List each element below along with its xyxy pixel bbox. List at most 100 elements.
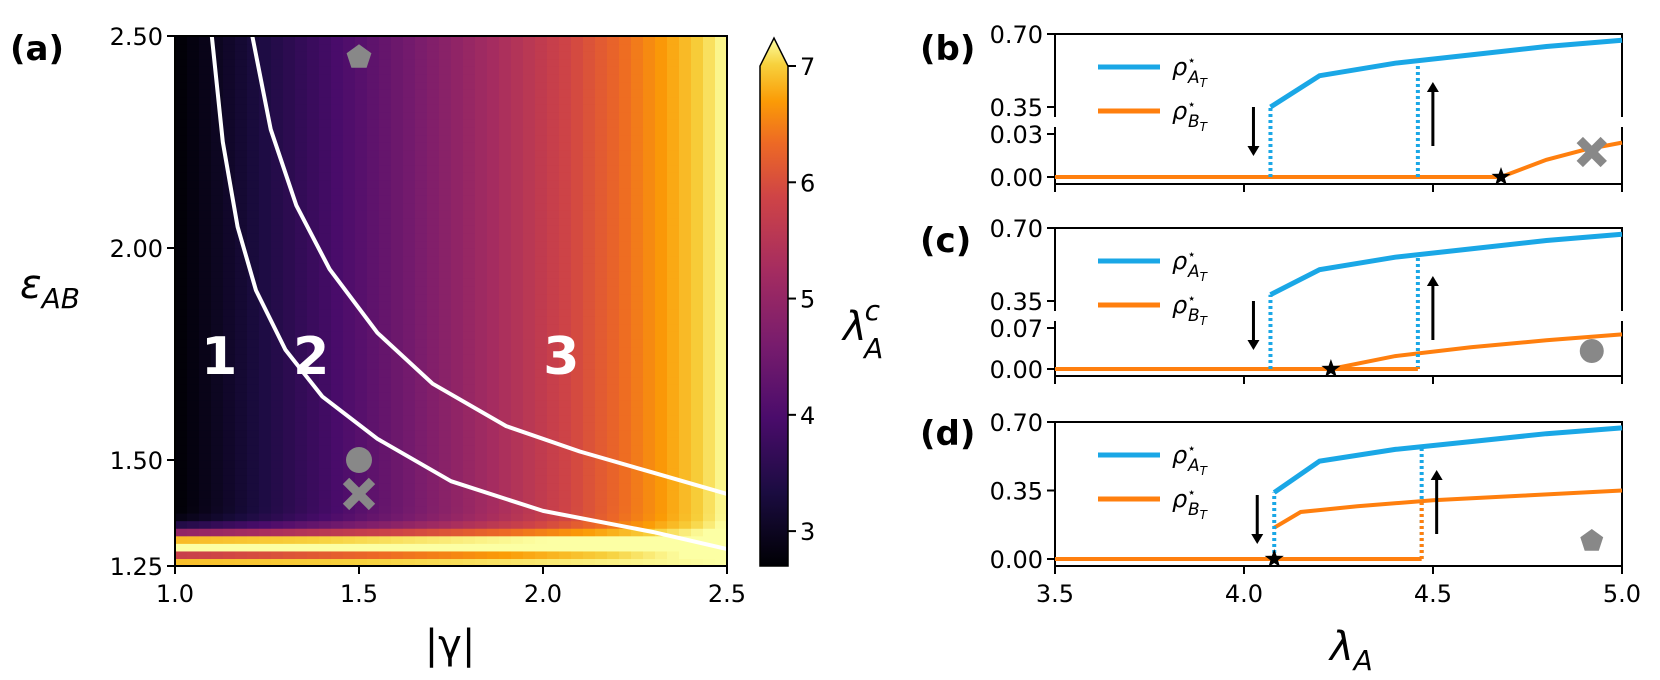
heatmap-cell: [211, 407, 224, 416]
heatmap-cell: [643, 407, 656, 416]
heatmap-cell: [427, 346, 440, 355]
heatmap-cell: [319, 36, 332, 45]
heatmap-cell: [175, 346, 188, 355]
heatmap-cell: [403, 331, 416, 340]
heatmap-cell: [211, 475, 224, 484]
heatmap-cell: [571, 187, 584, 196]
heatmap-cell: [487, 157, 500, 166]
heatmap-cell: [403, 475, 416, 484]
heatmap-cell: [715, 452, 727, 461]
heatmap-cell: [391, 73, 404, 83]
heatmap-cell: [703, 414, 716, 423]
heatmap-ticks: 1.0 1.5 2.0 2.51.251.502.002.50: [110, 23, 747, 608]
pentagon-marker: [1580, 529, 1604, 551]
heatmap-cell: [523, 407, 536, 416]
heatmap-cell: [295, 535, 308, 544]
heatmap-cell: [655, 195, 668, 204]
heatmap-cell: [307, 210, 320, 219]
heatmap-cell: [415, 535, 428, 544]
heatmap-cell: [631, 543, 644, 552]
heatmap-cell: [703, 126, 716, 136]
heatmap-cell: [463, 195, 476, 204]
heatmap-cell: [535, 270, 548, 279]
heatmap-cell: [559, 543, 572, 552]
heatmap-cell: [175, 96, 188, 105]
heatmap-cell: [559, 210, 572, 219]
heatmap-cell: [607, 263, 620, 272]
heatmap-cell: [427, 210, 440, 219]
heatmap-cell: [631, 513, 644, 522]
heatmap-cell: [691, 81, 704, 90]
heatmap-cell: [547, 225, 560, 234]
heatmap-cell: [583, 520, 596, 529]
heatmap-cell: [307, 497, 320, 507]
heatmap-cell: [403, 482, 416, 491]
heatmap-cell: [247, 475, 260, 484]
heatmap-cell: [571, 520, 584, 529]
heatmap-cell: [283, 497, 296, 507]
heatmap-cell: [655, 240, 668, 249]
heatmap-cell: [295, 89, 308, 98]
heatmap-cell: [415, 278, 428, 287]
heatmap-cell: [475, 437, 488, 446]
heatmap-cell: [307, 81, 320, 90]
heatmap-cell: [175, 43, 188, 52]
heatmap-cell: [583, 104, 596, 113]
heatmap-cell: [535, 354, 548, 363]
heatmap-cell: [703, 399, 716, 408]
heatmap-cell: [691, 263, 704, 272]
heatmap-cell: [439, 240, 452, 249]
heatmap-cell: [319, 376, 332, 385]
heatmap-cell: [295, 263, 308, 272]
heatmap-cell: [655, 513, 668, 522]
heatmap-cell: [703, 316, 716, 325]
heatmap-cell: [559, 232, 572, 242]
heatmap-cell: [295, 422, 308, 431]
heatmap-cell: [187, 361, 200, 370]
heatmap-cell: [379, 240, 392, 249]
heatmap-cell: [295, 513, 308, 522]
heatmap-cell: [607, 225, 620, 234]
heatmap-cell: [199, 505, 212, 514]
heatmap-cell: [331, 172, 344, 181]
heatmap-cell: [331, 338, 344, 348]
heatmap-cell: [583, 225, 596, 234]
heatmap-cell: [343, 490, 356, 499]
x-axis-label-lambda: λA: [1328, 624, 1373, 677]
heatmap-cell: [595, 361, 608, 370]
heatmap-cell: [415, 384, 428, 393]
heatmap-cell: [415, 179, 428, 189]
heatmap-cell: [607, 429, 620, 438]
heatmap-cell: [691, 142, 704, 151]
heatmap-cell: [559, 361, 572, 370]
heatmap-cell: [295, 460, 308, 469]
heatmap-cell: [463, 225, 476, 234]
heatmap-cell: [619, 195, 632, 204]
heatmap-cell: [619, 293, 632, 302]
heatmap-cell: [367, 444, 380, 454]
heatmap-cell: [199, 217, 212, 226]
heatmap-cell: [463, 384, 476, 393]
heatmap-cell: [379, 490, 392, 499]
heatmap-cell: [619, 550, 632, 560]
heatmap-cell: [379, 399, 392, 408]
heatmap-cell: [331, 157, 344, 166]
heatmap-cell: [451, 361, 464, 370]
heatmap-cell: [463, 520, 476, 529]
heatmap-cell: [343, 104, 356, 113]
heatmap-cell: [679, 73, 692, 83]
heatmap-cell: [679, 316, 692, 325]
heatmap-cell: [535, 104, 548, 113]
y-tick-label: 0.35: [990, 478, 1043, 506]
heatmap-cell: [331, 195, 344, 204]
heatmap-cell: [187, 460, 200, 469]
heatmap-cell: [259, 444, 272, 454]
heatmap-cell: [691, 232, 704, 242]
heatmap-cell: [439, 126, 452, 136]
heatmap-cell: [571, 285, 584, 295]
heatmap-cell: [199, 316, 212, 325]
heatmap-cell: [595, 232, 608, 242]
heatmap-cell: [259, 535, 272, 544]
heatmap-cell: [463, 73, 476, 83]
heatmap-cell: [619, 535, 632, 544]
